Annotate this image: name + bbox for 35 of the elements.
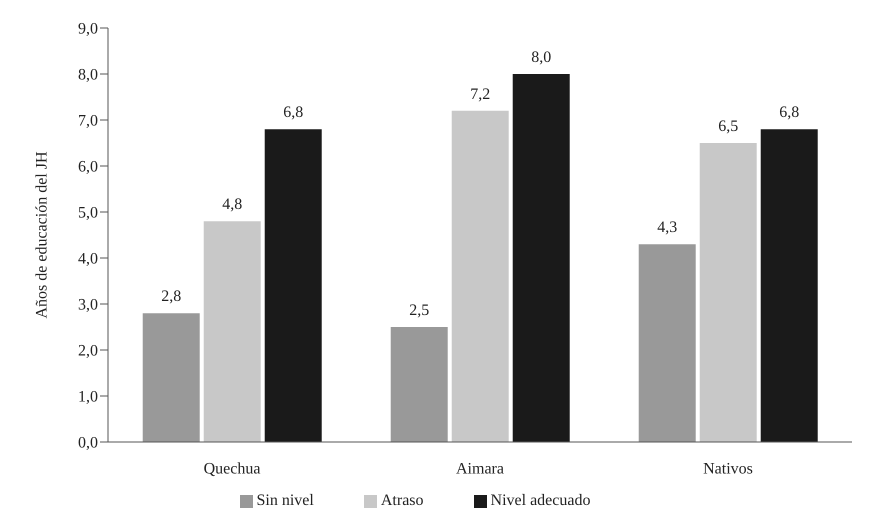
y-tick-label: 6,0 xyxy=(78,158,98,176)
y-tick-label: 8,0 xyxy=(78,66,98,84)
y-tick-label: 5,0 xyxy=(78,204,98,222)
bar xyxy=(452,110,509,442)
y-tick-label: 7,0 xyxy=(78,112,98,130)
bar xyxy=(142,313,200,442)
x-tick-label: Aimara xyxy=(456,460,504,478)
x-tick-label: Quechua xyxy=(204,460,260,478)
data-label: 6,8 xyxy=(283,104,304,122)
legend-label: Nivel adecuado xyxy=(490,492,590,509)
y-tick-label: 4,0 xyxy=(78,250,98,268)
bar xyxy=(638,244,696,442)
data-label: 6,8 xyxy=(779,104,800,122)
data-label: 4,3 xyxy=(657,219,678,236)
bar xyxy=(264,129,322,442)
bar xyxy=(204,221,261,442)
y-axis-title: Años de educación del JH xyxy=(34,151,51,319)
bar xyxy=(700,143,757,442)
y-tick-label: 1,0 xyxy=(78,388,98,406)
data-label: 2,8 xyxy=(161,288,182,306)
data-label: 2,5 xyxy=(409,302,430,319)
data-label: 4,8 xyxy=(222,196,242,214)
data-label: 6,5 xyxy=(718,118,738,135)
y-tick-label: 2,0 xyxy=(78,342,98,360)
bar xyxy=(390,327,448,442)
bar xyxy=(760,129,818,442)
x-tick-label: Nativos xyxy=(703,460,753,478)
bar xyxy=(512,74,570,442)
y-tick-label: 9,0 xyxy=(78,20,98,38)
y-tick-label: 0,0 xyxy=(78,434,98,452)
data-label: 8,0 xyxy=(531,49,552,66)
data-label: 7,2 xyxy=(470,86,490,103)
legend-label: Sin nivel xyxy=(256,492,314,509)
legend-label: Atraso xyxy=(380,492,424,509)
y-tick-label: 3,0 xyxy=(78,296,98,314)
